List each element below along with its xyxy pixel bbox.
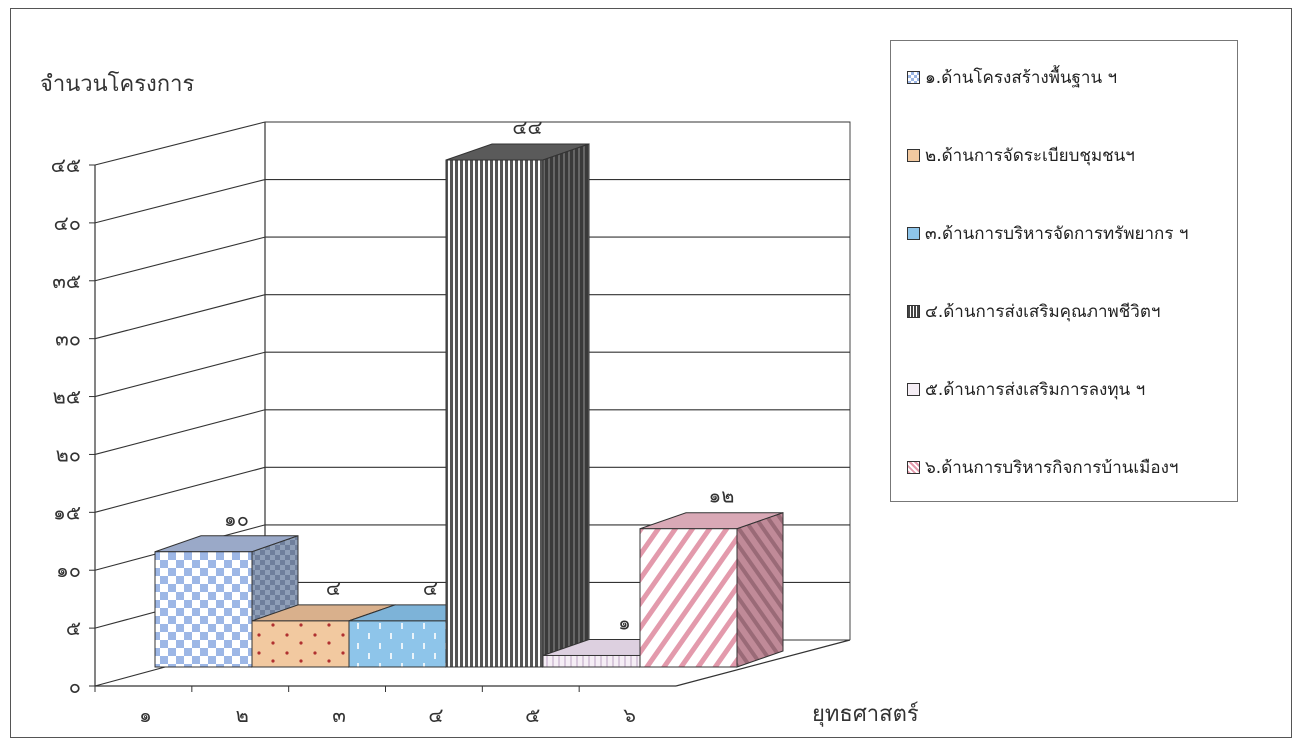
chart-frame xyxy=(10,8,1292,738)
legend-label: ๕.ด้านการส่งเสริมการลงทุน ฯ xyxy=(925,380,1146,400)
x-tick-label: ๔ xyxy=(428,703,443,727)
x-tick-label: ๒ xyxy=(236,703,249,727)
x-axis-label: ยุทธศาสตร์ xyxy=(812,702,919,727)
y-tick-label: ๐ xyxy=(69,674,81,698)
y-tick-label: ๓๕ xyxy=(52,269,81,293)
legend-item: ๔.ด้านการส่งเสริมคุณภาพชีวิตฯ xyxy=(907,298,1160,325)
data-label: ๑๐ xyxy=(224,507,249,531)
y-tick-label: ๓๐ xyxy=(55,327,81,351)
y-tick-label: ๑๐ xyxy=(56,558,81,582)
y-tick-label: ๒๕ xyxy=(53,385,81,409)
legend-item: ๒.ด้านการจัดระเบียบชุมชนฯ xyxy=(907,142,1135,169)
x-tick-label: ๓ xyxy=(332,703,346,727)
data-label: ๔๔ xyxy=(512,115,542,139)
side-gridline xyxy=(94,294,266,340)
data-label: ๑ xyxy=(618,610,631,634)
legend: ๑.ด้านโครงสร้างพื้นฐาน ฯ๒.ด้านการจัดระเบ… xyxy=(890,40,1238,502)
data-label: ๑๒ xyxy=(709,484,735,508)
bar-front xyxy=(154,551,253,668)
bar-front xyxy=(445,159,544,668)
legend-label: ๒.ด้านการจัดระเบียบชุมชนฯ xyxy=(925,146,1135,166)
side-gridline xyxy=(94,409,266,455)
y-tick-label: ๑๕ xyxy=(53,500,81,524)
y-tick-label: ๒๐ xyxy=(56,442,81,466)
y-axis-label: จำนวนโครงการ xyxy=(40,72,195,97)
x-tick-label: ๑ xyxy=(139,703,152,727)
data-label: ๔ xyxy=(326,576,341,600)
legend-label: ๓.ด้านการบริหารจัดการทรัพยากร ฯ xyxy=(925,224,1189,244)
legend-label: ๑.ด้านโครงสร้างพื้นฐาน ฯ xyxy=(925,68,1118,88)
bar-front xyxy=(251,620,350,668)
bar-front xyxy=(348,620,447,668)
bar-front xyxy=(639,528,738,668)
legend-item: ๓.ด้านการบริหารจัดการทรัพยากร ฯ xyxy=(907,220,1188,247)
dash-icon xyxy=(907,227,920,240)
checker-icon xyxy=(907,71,920,84)
x-tick-label: ๖ xyxy=(623,703,636,727)
stripe-icon xyxy=(907,305,920,318)
side-gridline xyxy=(94,351,266,398)
bars xyxy=(154,143,784,668)
legend-item: ๕.ด้านการส่งเสริมการลงทุน ฯ xyxy=(907,376,1145,403)
bar-side xyxy=(542,143,590,668)
dots-icon xyxy=(907,149,920,162)
side-gridline xyxy=(94,466,266,513)
floor-right-edge xyxy=(675,639,851,687)
legend-item: ๖.ด้านการบริหารกิจการบ้านเมืองฯ xyxy=(907,454,1178,481)
side-gridline xyxy=(94,179,266,224)
side-gridline xyxy=(94,121,266,166)
bar-6 xyxy=(639,512,784,668)
diagonal-icon xyxy=(907,461,920,474)
y-tick-label: ๕ xyxy=(66,616,81,640)
data-label: ๔ xyxy=(423,576,438,600)
x-tick-label: ๕ xyxy=(525,703,540,727)
legend-item: ๑.ด้านโครงสร้างพื้นฐาน ฯ xyxy=(907,64,1117,91)
light-icon xyxy=(907,383,920,396)
bar-side xyxy=(736,512,784,668)
side-gridline xyxy=(94,236,266,282)
legend-label: ๖.ด้านการบริหารกิจการบ้านเมืองฯ xyxy=(925,458,1179,478)
y-tick-label: ๔๕ xyxy=(51,153,81,177)
legend-label: ๔.ด้านการส่งเสริมคุณภาพชีวิตฯ xyxy=(925,302,1161,322)
y-tick-label: ๔๐ xyxy=(54,211,81,235)
bar-4 xyxy=(445,143,590,668)
bar-front xyxy=(542,654,641,668)
